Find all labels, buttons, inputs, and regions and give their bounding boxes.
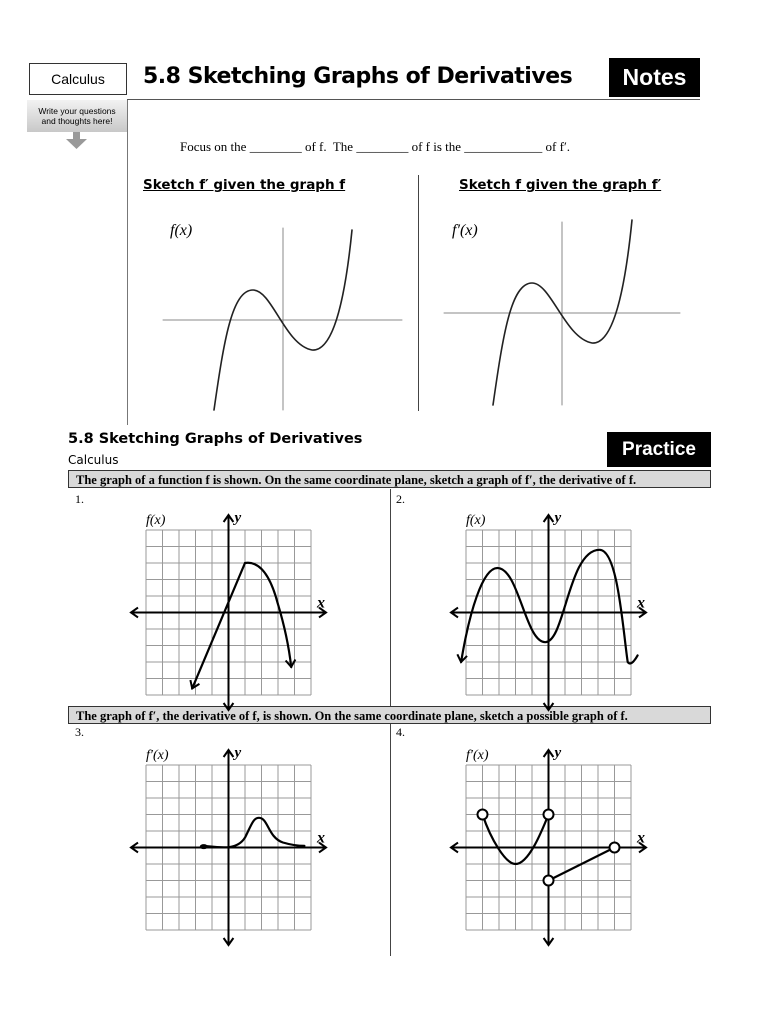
function-curve bbox=[481, 813, 616, 882]
x-axis-label: x bbox=[636, 830, 645, 847]
grid-problem-2: f(x) y x bbox=[449, 510, 648, 712]
callout-text-2: and thoughts here! bbox=[41, 116, 113, 126]
open-circle bbox=[476, 808, 489, 821]
notes-graph-label-f: f(x) bbox=[170, 222, 193, 239]
practice-subtitle: Calculus bbox=[68, 453, 119, 467]
x-axis-arrow-left-icon bbox=[129, 606, 139, 619]
x-axis-label: x bbox=[636, 595, 645, 612]
course-label: Calculus bbox=[51, 71, 105, 87]
y-axis-label: y bbox=[553, 510, 562, 526]
notes-column-divider bbox=[418, 175, 419, 411]
x-axis-label: x bbox=[316, 595, 325, 612]
graph-label: f′(x) bbox=[466, 748, 489, 763]
notes-graph-label-fprime: f′(x) bbox=[452, 222, 478, 239]
y-axis-arrow-down-icon bbox=[542, 702, 555, 712]
y-axis-arrow-down-icon bbox=[222, 702, 235, 712]
callout-text-1: Write your questions bbox=[38, 106, 116, 116]
y-axis-label: y bbox=[233, 510, 242, 526]
title-divider bbox=[127, 99, 700, 100]
x-axis-arrow-right-icon bbox=[318, 841, 328, 854]
notes-badge: Notes bbox=[609, 58, 700, 97]
x-axis-arrow-left-icon bbox=[449, 606, 459, 619]
function-curve bbox=[191, 561, 293, 690]
curve-arrow-icon bbox=[456, 653, 468, 664]
x-axis-arrow-right-icon bbox=[638, 606, 648, 619]
x-axis-arrow-right-icon bbox=[638, 841, 648, 854]
function-curve bbox=[460, 548, 639, 665]
graph-label: f′(x) bbox=[146, 748, 169, 763]
x-axis-arrow-left-icon bbox=[129, 841, 139, 854]
practice-divider-top bbox=[390, 489, 391, 706]
grid-problem-4: f′(x) y x bbox=[449, 745, 648, 947]
problem-number-4: 4. bbox=[396, 725, 405, 739]
open-circle bbox=[542, 874, 555, 887]
practice-badge: Practice bbox=[607, 432, 711, 467]
y-axis-arrow-down-icon bbox=[542, 937, 555, 947]
grid-problem-3: f′(x) y x bbox=[129, 745, 328, 947]
problem-number-2: 2. bbox=[396, 492, 405, 506]
graph-label: f(x) bbox=[146, 513, 166, 528]
left-sketch-heading: Sketch f′ given the graph f bbox=[143, 177, 346, 193]
course-box: Calculus bbox=[29, 63, 127, 95]
problem-number-1: 1. bbox=[75, 492, 84, 506]
grid-problem-1: f(x) y x bbox=[129, 510, 328, 712]
practice-divider-bottom bbox=[390, 724, 391, 956]
y-axis-label: y bbox=[553, 745, 562, 761]
graph-label: f(x) bbox=[466, 513, 486, 528]
instruction-bar-1: The graph of a function f is shown. On t… bbox=[68, 470, 711, 488]
endpoint-dot bbox=[199, 844, 208, 850]
y-axis-arrow-up-icon bbox=[542, 513, 555, 523]
open-circle bbox=[542, 808, 555, 821]
y-axis-arrow-up-icon bbox=[222, 748, 235, 758]
x-axis-label: x bbox=[316, 830, 325, 847]
page-title: 5.8 Sketching Graphs of Derivatives bbox=[143, 64, 573, 89]
practice-title: 5.8 Sketching Graphs of Derivatives bbox=[68, 431, 363, 447]
problem-number-3: 3. bbox=[75, 725, 84, 739]
y-axis-arrow-up-icon bbox=[222, 513, 235, 523]
y-axis-label: y bbox=[233, 745, 242, 761]
x-axis-arrow-left-icon bbox=[449, 841, 459, 854]
notes-margin-line bbox=[127, 100, 128, 425]
x-axis-arrow-right-icon bbox=[318, 606, 328, 619]
function-curve bbox=[202, 816, 306, 849]
curve-arrow-icon bbox=[284, 659, 297, 669]
questions-callout: Write your questions and thoughts here! bbox=[27, 100, 127, 132]
right-sketch-heading: Sketch f given the graph f′ bbox=[459, 177, 662, 193]
y-axis-arrow-down-icon bbox=[222, 937, 235, 947]
y-axis-arrow-up-icon bbox=[542, 748, 555, 758]
curve-arrow-icon bbox=[189, 679, 200, 691]
open-circle bbox=[608, 841, 621, 854]
focus-sentence: Focus on the ________ of f. The ________… bbox=[180, 139, 571, 154]
